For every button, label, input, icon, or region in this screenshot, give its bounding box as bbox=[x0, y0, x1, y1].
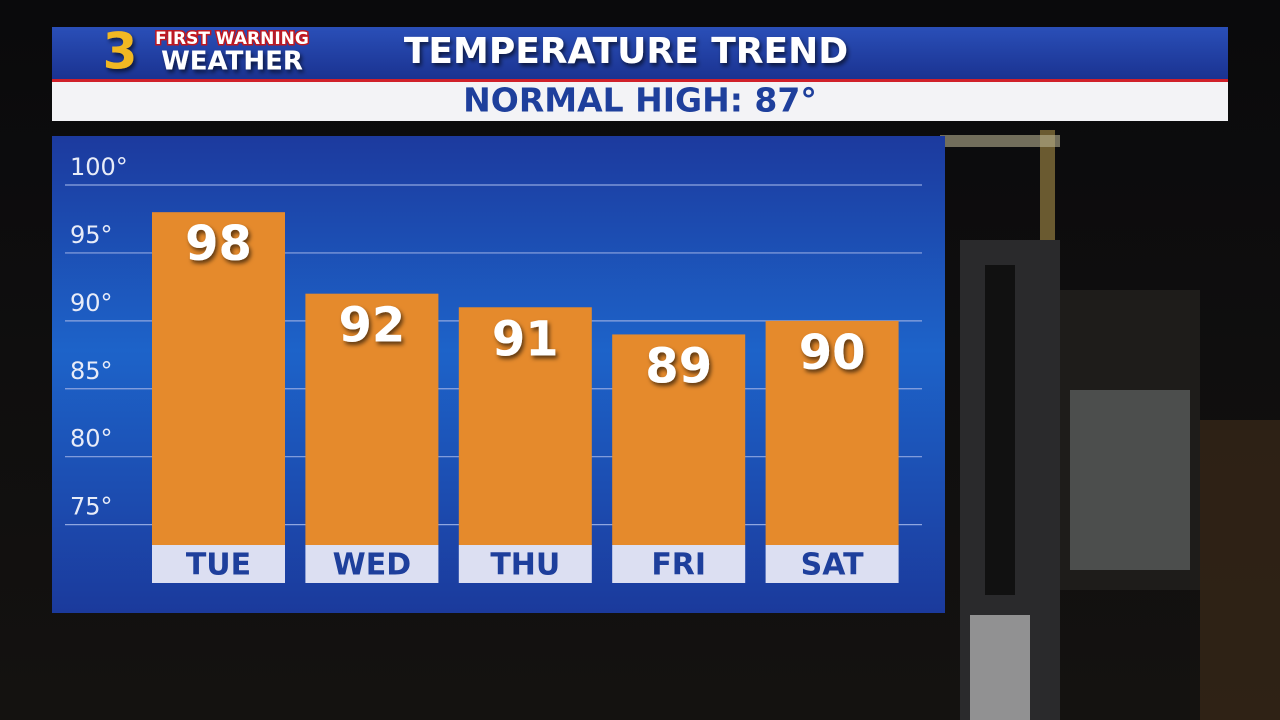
value-label: 91 bbox=[492, 311, 559, 367]
x-tick-label: THU bbox=[490, 548, 560, 583]
bar bbox=[305, 293, 439, 545]
value-label: 90 bbox=[799, 325, 866, 381]
y-tick-label: 95° bbox=[70, 221, 113, 249]
logo-line1: FIRST WARNING bbox=[155, 29, 309, 49]
y-tick-label: 100° bbox=[70, 153, 128, 181]
x-tick-label: WED bbox=[333, 548, 412, 583]
x-tick-label: TUE bbox=[186, 548, 251, 583]
category-box bbox=[458, 545, 592, 583]
bar bbox=[765, 320, 899, 545]
bar bbox=[152, 212, 285, 546]
chart-subtitle: NORMAL HIGH: 87° bbox=[463, 81, 817, 120]
bar bbox=[458, 307, 592, 545]
y-tick-label: 90° bbox=[70, 289, 113, 317]
category-box bbox=[152, 545, 285, 583]
category-box bbox=[305, 545, 439, 583]
bar bbox=[612, 334, 746, 545]
logo-number: 3 bbox=[103, 23, 138, 81]
subtitle-bar bbox=[52, 82, 1228, 121]
logo-line2: WEATHER bbox=[161, 47, 303, 77]
header-stripe bbox=[52, 79, 1228, 82]
value-label: 92 bbox=[339, 298, 406, 354]
x-tick-label: SAT bbox=[801, 548, 864, 583]
header-bar bbox=[52, 27, 1228, 80]
value-label: 89 bbox=[645, 338, 712, 394]
city-scene bbox=[940, 130, 1280, 720]
value-label: 98 bbox=[185, 216, 252, 272]
chart-title: TEMPERATURE TREND bbox=[404, 31, 848, 72]
y-tick-label: 75° bbox=[70, 493, 113, 521]
category-box bbox=[612, 545, 746, 583]
y-tick-label: 80° bbox=[70, 425, 113, 453]
x-tick-label: FRI bbox=[651, 548, 706, 583]
category-box bbox=[765, 545, 899, 583]
y-tick-label: 85° bbox=[70, 357, 113, 385]
